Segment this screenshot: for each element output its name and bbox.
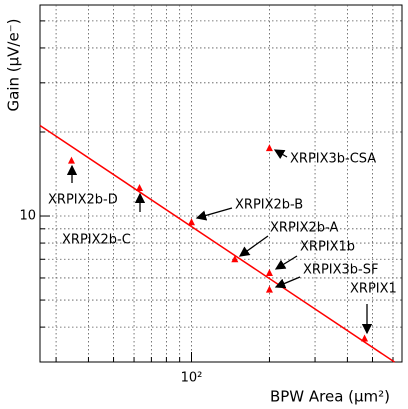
annotation: XRPIX3b-CSA: [290, 152, 376, 167]
x-axis-label: BPW Area (µm²): [270, 388, 390, 406]
annotation: XRPIX2b-A: [270, 221, 338, 236]
x-tick-label: 10²: [181, 371, 203, 386]
y-tick-label: 10: [19, 209, 36, 224]
annotation: XRPIX2b-B: [235, 198, 303, 213]
annotation-arrow: [274, 276, 301, 289]
annotation-arrow: [274, 255, 298, 270]
data-point: [265, 269, 273, 277]
annotation-arrow: [273, 149, 288, 160]
plot-frame: [39, 4, 403, 363]
annotation-arrow: [238, 235, 269, 257]
y-axis-label: Gain (µV/e⁻): [5, 19, 23, 112]
annotation: XRPIX1: [350, 282, 397, 297]
data-point: [361, 334, 369, 342]
data-point: [136, 184, 144, 192]
data-point: [67, 156, 75, 164]
annotation-arrow: [195, 207, 233, 221]
fit-line: [39, 124, 395, 363]
data-point: [187, 218, 195, 226]
data-point: [265, 144, 273, 152]
annotation: XRPIX2b-C: [62, 233, 131, 248]
data-point: [231, 255, 239, 263]
annotation: XRPIX1b: [300, 240, 355, 255]
data-point: [265, 285, 273, 293]
annotation: XRPIX2b-D: [48, 193, 118, 208]
annotation: XRPIX3b-SF: [303, 263, 378, 278]
